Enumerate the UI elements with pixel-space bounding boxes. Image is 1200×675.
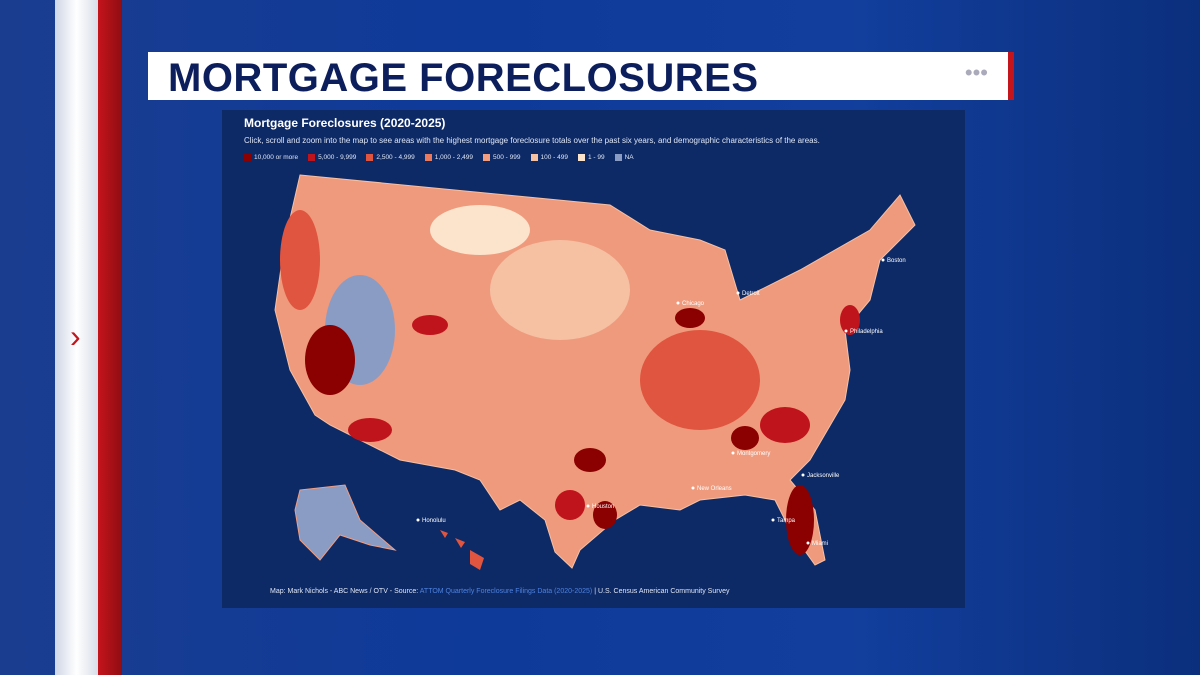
legend-swatch — [614, 154, 622, 161]
region — [412, 315, 448, 335]
map-subtitle: Click, scroll and zoom into the map to s… — [244, 136, 820, 145]
city-labels: Chicago Detroit Boston Philadelphia Montgome… — [416, 258, 906, 547]
legend-item[interactable]: 1,000 - 2,499 — [424, 154, 474, 162]
region — [840, 305, 860, 335]
region — [760, 407, 810, 443]
region — [786, 485, 814, 555]
legend-swatch — [366, 154, 374, 161]
region — [640, 330, 760, 430]
legend-label: 2,500 - 4,999 — [376, 154, 415, 162]
city-dot — [771, 518, 775, 522]
city-label: Philadelphia — [850, 329, 883, 335]
city-label: Tampa — [777, 518, 796, 524]
region — [574, 448, 606, 472]
region — [430, 205, 530, 255]
legend-label: 1,000 - 2,499 — [434, 154, 474, 162]
legend-swatch — [424, 154, 432, 161]
legend-swatch — [530, 154, 538, 161]
credit: Map: Mark Nichols - ABC News / OTV - Sou… — [270, 588, 729, 595]
hawaii[interactable] — [440, 530, 484, 570]
city-label: Montgomery — [737, 451, 770, 457]
legend-item[interactable]: 1 - 99 — [577, 154, 605, 162]
credit-text: Map: Mark Nichols - ABC News / OTV - Sou… — [270, 588, 419, 595]
header-title: MORTGAGE FORECLOSURES — [168, 56, 759, 100]
side-stripe — [98, 0, 122, 675]
city-label: Honolulu — [422, 518, 446, 524]
legend-item[interactable]: 5,000 - 9,999 — [308, 154, 356, 161]
source-text: | U.S. Census American Community Survey — [594, 588, 730, 595]
region — [305, 325, 355, 395]
legend-swatch — [308, 154, 316, 161]
legend-label: 10,000 or more — [254, 154, 299, 162]
city-label: Boston — [887, 258, 906, 264]
source-link[interactable]: ATTOM Quarterly Foreclosure Filings Data… — [419, 588, 593, 595]
city-label: New Orleans — [697, 486, 732, 492]
legend-item[interactable]: 2,500 - 4,999 — [366, 154, 415, 162]
city-dot — [844, 329, 848, 333]
legend-swatch — [577, 154, 585, 161]
legend-swatch — [483, 154, 491, 161]
city-label: Detroit — [742, 291, 760, 297]
legend: 10,000 or more 5,000 - 9,999 2,500 - 4,999… — [244, 154, 634, 161]
region — [593, 501, 617, 529]
legend-label: 100 - 499 — [540, 154, 568, 162]
city-dot — [586, 504, 590, 508]
region — [348, 418, 392, 442]
city-dot — [416, 518, 420, 522]
region — [280, 210, 320, 310]
map-panel: Chicago Detroit Boston Philadelphia Montgome… — [222, 110, 965, 608]
legend-item[interactable]: 100 - 499 — [530, 154, 568, 162]
legend-item[interactable]: 10,000 or more — [244, 154, 298, 161]
city-label: Jacksonville — [807, 473, 840, 479]
side-stripe — [55, 0, 98, 675]
legend-label: NA — [624, 154, 634, 162]
menu-dots[interactable]: ••• — [964, 60, 988, 85]
region — [675, 308, 705, 328]
legend-swatch — [244, 154, 251, 161]
city-dot — [806, 541, 810, 545]
region — [731, 426, 759, 450]
alaska[interactable] — [294, 484, 397, 561]
city-label: Houston — [592, 504, 614, 510]
us-mainland[interactable] — [274, 174, 916, 569]
arrow-icon[interactable]: › — [70, 318, 81, 354]
city-dot — [736, 291, 740, 295]
header-bar: MORTGAGE FORECLOSURES ••• — [148, 52, 1014, 100]
legend-item[interactable]: NA — [614, 154, 634, 162]
city-label: Chicago — [682, 301, 705, 307]
legend-label: 5,000 - 9,999 — [318, 154, 357, 162]
legend-label: 1 - 99 — [587, 154, 605, 162]
region — [490, 240, 630, 340]
city-dot — [676, 301, 680, 305]
city-dot — [691, 486, 695, 490]
city-dot — [881, 258, 885, 262]
legend-item[interactable]: 500 - 999 — [483, 154, 521, 162]
legend-label: 500 - 999 — [493, 154, 521, 162]
region — [555, 490, 585, 520]
city-dot — [731, 451, 735, 455]
map-title: Mortgage Foreclosures (2020-2025) — [244, 116, 446, 130]
map[interactable]: Chicago Detroit Boston Philadelphia Montgome… — [222, 110, 965, 608]
city-dot — [801, 473, 805, 477]
city-label: Miami — [812, 541, 828, 547]
